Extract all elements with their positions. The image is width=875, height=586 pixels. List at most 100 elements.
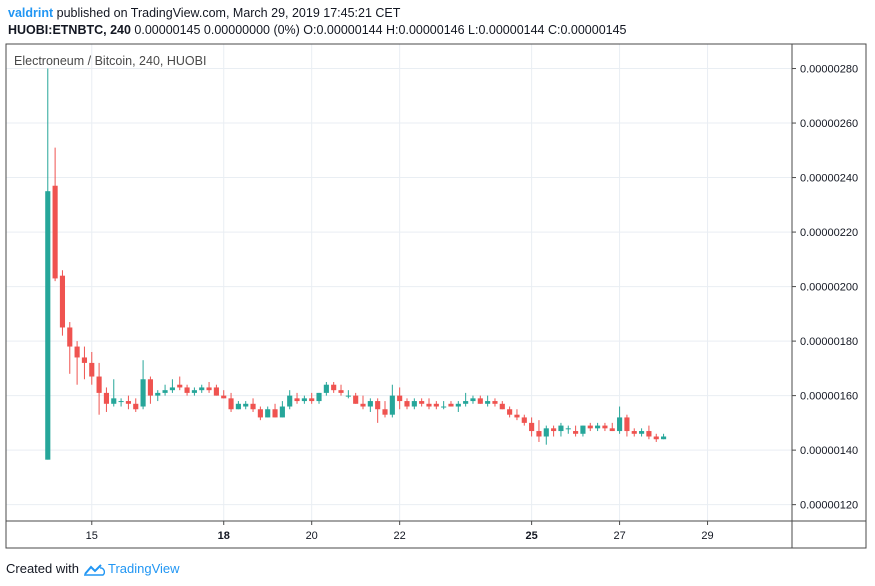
time-tick-label: 27	[613, 530, 625, 542]
candle-body	[580, 425, 586, 434]
candle	[463, 392, 469, 407]
created-with-text: Created with	[6, 561, 79, 576]
candle-body	[448, 403, 454, 407]
candle	[184, 384, 190, 396]
tradingview-link[interactable]: TradingView	[107, 561, 180, 576]
symbol-label: HUOBI:ETNBTC, 240	[8, 23, 131, 37]
candle	[529, 417, 535, 437]
candle-body	[67, 327, 73, 347]
price-tick-label: 0.00000200	[800, 282, 858, 294]
candle-body	[250, 403, 256, 410]
candle-body	[558, 425, 564, 432]
candle-body	[419, 401, 425, 404]
candle	[243, 401, 249, 410]
candle	[397, 387, 403, 410]
publish-line: valdrint published on TradingView.com, M…	[8, 6, 400, 20]
candle-body	[360, 403, 366, 407]
candle	[646, 425, 652, 440]
candle	[213, 384, 219, 396]
candle-body	[426, 403, 432, 407]
candle	[543, 425, 549, 445]
candle	[206, 381, 212, 393]
candle	[521, 414, 527, 426]
candle-body	[631, 431, 637, 434]
candle-body	[162, 390, 168, 393]
candle-body	[74, 346, 80, 358]
candle-body	[52, 185, 58, 279]
candle-body	[433, 403, 439, 407]
candle	[587, 422, 593, 432]
candle	[448, 401, 454, 407]
chart-grid	[6, 44, 792, 521]
candle	[367, 398, 373, 412]
candle	[565, 425, 571, 434]
candle-body	[653, 436, 659, 440]
candle-body	[485, 401, 491, 404]
candle	[103, 387, 109, 412]
candle-body	[345, 395, 351, 397]
candle	[133, 398, 139, 412]
price-tick-label: 0.00000280	[800, 64, 858, 76]
candle-body	[221, 395, 227, 399]
ohlc-readout: 0.00000145 0.00000000 (0%) O:0.00000144 …	[134, 23, 627, 37]
candle	[595, 422, 601, 432]
candle	[331, 381, 337, 393]
candle	[411, 398, 417, 410]
candle-body	[103, 392, 109, 404]
candle-body	[111, 398, 117, 404]
chart-title: Electroneum / Bitcoin, 240, HUOBI	[14, 54, 206, 68]
candle-body	[265, 409, 271, 418]
tradingview-cloud-icon	[83, 563, 105, 576]
time-tick-label: 18	[218, 530, 230, 542]
candle	[631, 428, 637, 437]
candle-body	[411, 401, 417, 407]
candle	[602, 422, 608, 432]
candle-body	[228, 398, 234, 410]
candle-body	[543, 428, 549, 437]
candle	[147, 376, 153, 404]
symbol-line: HUOBI:ETNBTC, 240 0.00000145 0.00000000 …	[8, 23, 627, 37]
time-tick-label: 29	[701, 530, 713, 542]
candle	[514, 409, 520, 421]
candle-body	[191, 390, 197, 393]
candle-body	[353, 395, 359, 404]
candle	[426, 398, 432, 410]
candle-body	[309, 398, 315, 402]
candle-body	[45, 191, 51, 460]
candle	[169, 379, 175, 393]
candle	[470, 395, 476, 404]
candle	[111, 379, 117, 407]
candle	[59, 270, 66, 336]
candle-body	[89, 362, 95, 377]
candle	[419, 398, 425, 407]
candle	[624, 414, 630, 437]
candle	[499, 401, 505, 410]
candle	[74, 341, 80, 385]
candle-body	[551, 428, 557, 432]
published-text: published on TradingView.com, March 29, …	[56, 6, 401, 20]
candle-body	[499, 403, 505, 410]
candle	[507, 406, 513, 418]
candle	[125, 395, 131, 410]
candle-body	[287, 395, 293, 407]
candle-body	[492, 401, 498, 404]
candle	[617, 406, 623, 434]
author-link[interactable]: valdrint	[8, 6, 54, 20]
candle-body	[507, 409, 513, 415]
candle-body	[140, 379, 146, 407]
candle-body	[323, 384, 329, 393]
candle	[661, 433, 667, 440]
candle	[257, 406, 263, 421]
candle	[96, 362, 102, 415]
candle-body	[81, 357, 88, 363]
candle-body	[213, 387, 219, 396]
candle	[162, 384, 168, 396]
price-tick-label: 0.00000140	[800, 445, 858, 457]
candle-body	[470, 398, 476, 402]
candle	[221, 390, 227, 399]
candle-body	[147, 379, 153, 396]
candle-body	[169, 387, 175, 391]
candle	[382, 401, 388, 418]
candle-body	[96, 376, 102, 393]
